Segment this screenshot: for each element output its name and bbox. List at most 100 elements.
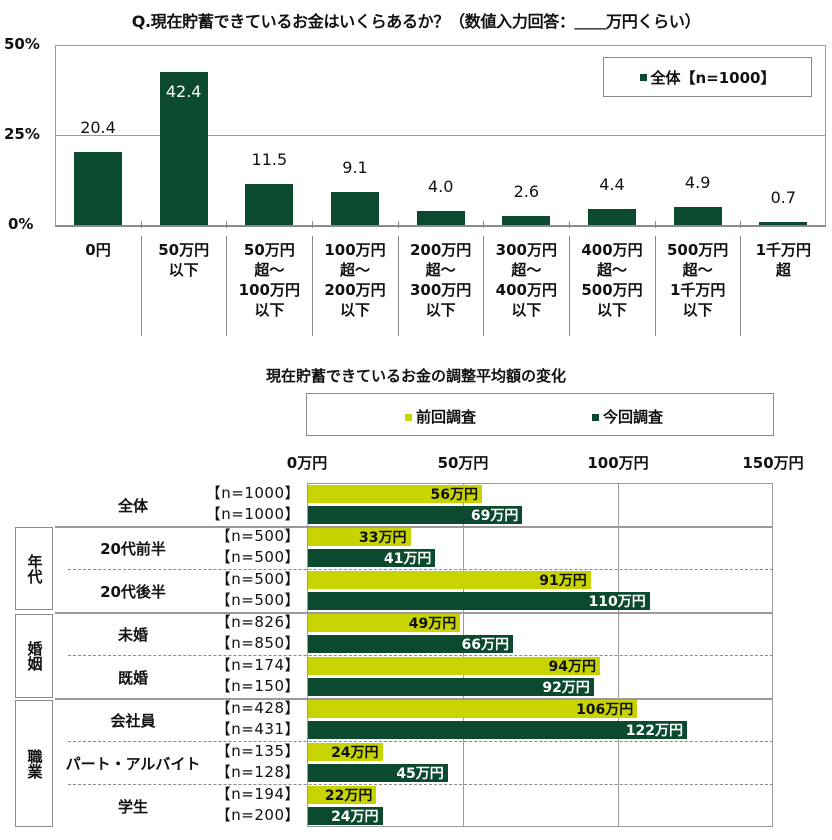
y-tick-0: 0% <box>8 215 34 233</box>
bar-curr: 45万円 <box>308 764 448 782</box>
category-line: 以下 <box>682 301 713 319</box>
category-line: 500万円 <box>581 281 643 299</box>
category-line: 100万円 <box>238 281 300 299</box>
n-label-curr: 【n=200】 <box>215 806 300 824</box>
bar-curr: 122万円 <box>308 721 687 739</box>
value-label-4: 4.0 <box>427 176 454 196</box>
legend-item-curr: 今回調査 <box>592 406 663 427</box>
tick-mark <box>140 221 142 228</box>
bar-value-prev: 106万円 <box>576 702 634 718</box>
bar-curr: 92万円 <box>308 678 594 696</box>
group-age-text: 年代 <box>25 553 44 584</box>
x-tick-150: 150万円 <box>742 454 804 472</box>
row-label: 未婚 <box>117 626 148 644</box>
category-line: 超～ <box>425 261 456 279</box>
row-separator <box>55 612 773 614</box>
category-separator <box>226 236 228 336</box>
row-separator <box>55 526 773 528</box>
legend-swatch-curr-icon <box>592 414 599 421</box>
category-label-7: 500万円 超～ 1千万円 以下 <box>655 240 741 320</box>
bar-value-prev: 91万円 <box>539 573 587 589</box>
category-line: 200万円 <box>324 281 386 299</box>
category-line: 50万円 <box>243 241 295 259</box>
bar-prev: 33万円 <box>308 528 411 546</box>
bar-prev: 24万円 <box>308 743 383 761</box>
legend-survey: 前回調査 今回調査 <box>306 393 774 436</box>
category-line: 200万円 <box>410 241 472 259</box>
category-label-1: 50万円以下 <box>141 240 227 280</box>
bar-value-prev: 56万円 <box>430 487 478 503</box>
row-label: 20代前半 <box>100 540 166 558</box>
x-axis <box>55 225 826 227</box>
category-line: 以下 <box>168 261 199 279</box>
category-line: 超～ <box>596 261 627 279</box>
category-line: 50万円 <box>158 241 210 259</box>
bar-value-curr: 92万円 <box>542 680 590 696</box>
category-line: 以下 <box>254 301 285 319</box>
n-label-curr: 【n=150】 <box>215 677 300 695</box>
bar-5 <box>502 215 551 225</box>
legend-swatch-prev-icon <box>405 414 412 421</box>
n-label-curr: 【n=431】 <box>215 720 300 738</box>
category-line: 以下 <box>596 301 627 319</box>
category-label-5: 300万円 超～ 400万円 以下 <box>483 240 569 320</box>
bar-prev: 56万円 <box>308 485 482 503</box>
n-label-prev: 【n=500】 <box>215 527 300 545</box>
x-tick-50: 50万円 <box>437 454 489 472</box>
bar-4 <box>416 210 465 225</box>
value-label-1: 42.4 <box>165 82 202 102</box>
category-separator <box>397 236 399 336</box>
n-label-prev: 【n=174】 <box>215 656 300 674</box>
tick-mark <box>740 221 742 228</box>
bar-prev: 22万円 <box>308 786 377 804</box>
category-line: 以下 <box>339 301 370 319</box>
bar-value-curr: 24万円 <box>331 809 379 825</box>
bar-curr: 69万円 <box>308 506 523 524</box>
bar-chart-plot-area <box>55 45 826 225</box>
category-line: 超～ <box>511 261 542 279</box>
row-separator <box>68 741 773 742</box>
bar-6 <box>587 209 636 225</box>
row-separator <box>68 569 773 570</box>
category-line: 超～ <box>682 261 713 279</box>
category-label-8: 1千万円超 <box>740 240 826 280</box>
n-label-curr: 【n=500】 <box>215 591 300 609</box>
bar-0 <box>73 151 122 225</box>
x-tick-100: 100万円 <box>587 454 649 472</box>
bar-value-curr: 45万円 <box>396 766 444 782</box>
category-separator <box>483 236 485 336</box>
n-label-prev: 【n=1000】 <box>205 484 300 502</box>
n-label-prev: 【n=428】 <box>215 699 300 717</box>
tick-mark <box>483 221 485 228</box>
category-line: 300万円 <box>410 281 472 299</box>
tick-mark <box>569 221 570 228</box>
bar-value-curr: 41万円 <box>383 551 432 567</box>
category-label-3: 100万円 超～ 200万円 以下 <box>312 240 398 320</box>
bar-value-curr: 110万円 <box>588 594 646 610</box>
n-label-curr: 【n=128】 <box>215 763 300 781</box>
category-line: 1千万円 <box>669 281 726 299</box>
tick-mark <box>397 221 399 228</box>
bar-curr: 110万円 <box>308 592 650 610</box>
category-separator <box>569 236 570 336</box>
bar-value-curr: 66万円 <box>461 637 510 653</box>
category-separator <box>654 236 656 336</box>
bar-8 <box>759 222 808 225</box>
value-label-7: 4.9 <box>684 173 711 193</box>
row-separator <box>55 698 773 700</box>
n-label-curr: 【n=500】 <box>215 548 300 566</box>
category-line: 300万円 <box>495 241 557 259</box>
category-line: 0円 <box>85 241 111 259</box>
group-label-occupation: 職業 <box>15 700 53 827</box>
bar-3 <box>330 192 379 225</box>
legend-label: 全体【n=1000】 <box>650 68 776 87</box>
chart-title-question: Q.現在貯蓄できているお金はいくらあるか？（数値入力回答：＿＿万円くらい） <box>131 12 701 31</box>
row-label: 学生 <box>117 798 148 816</box>
bar-prev: 49万円 <box>308 614 461 632</box>
tick-mark <box>654 221 656 228</box>
value-label-2: 11.5 <box>251 149 288 169</box>
bar-prev: 94万円 <box>308 657 601 675</box>
category-label-6: 400万円 超～ 500万円 以下 <box>569 240 655 320</box>
value-label-5: 2.6 <box>513 181 540 201</box>
category-line: 以下 <box>425 301 456 319</box>
